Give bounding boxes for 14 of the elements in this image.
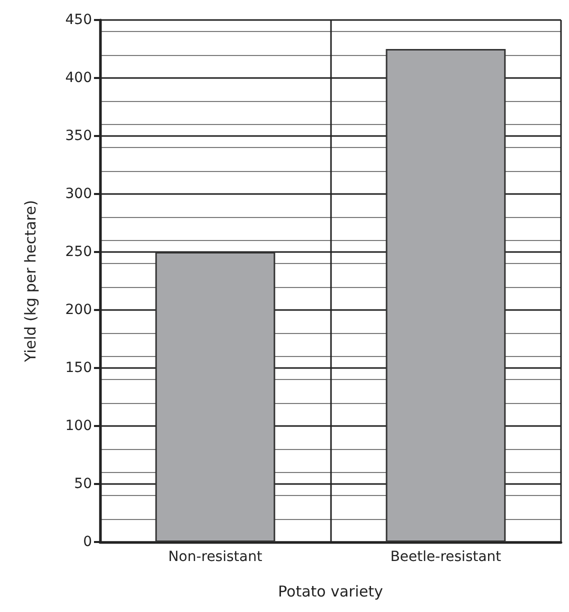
y-tick-label: 200 [65,302,92,318]
y-tick-label: 450 [65,12,92,28]
y-tick-label: 50 [74,476,92,492]
y-tick-label: 250 [65,244,92,260]
y-tick-label: 400 [65,70,92,86]
y-tick-label: 350 [65,128,92,144]
y-tick-label: 0 [83,534,92,550]
x-tick-label: Non-resistant [168,549,263,565]
y-tick-label: 100 [65,418,92,434]
x-axis-title: Potato variety [278,582,384,600]
x-tick-label: Beetle-resistant [390,549,502,565]
y-tick-label: 150 [65,360,92,376]
y-axis-title: Yield (kg per hectare) [22,200,40,363]
y-tick-label: 300 [65,186,92,202]
